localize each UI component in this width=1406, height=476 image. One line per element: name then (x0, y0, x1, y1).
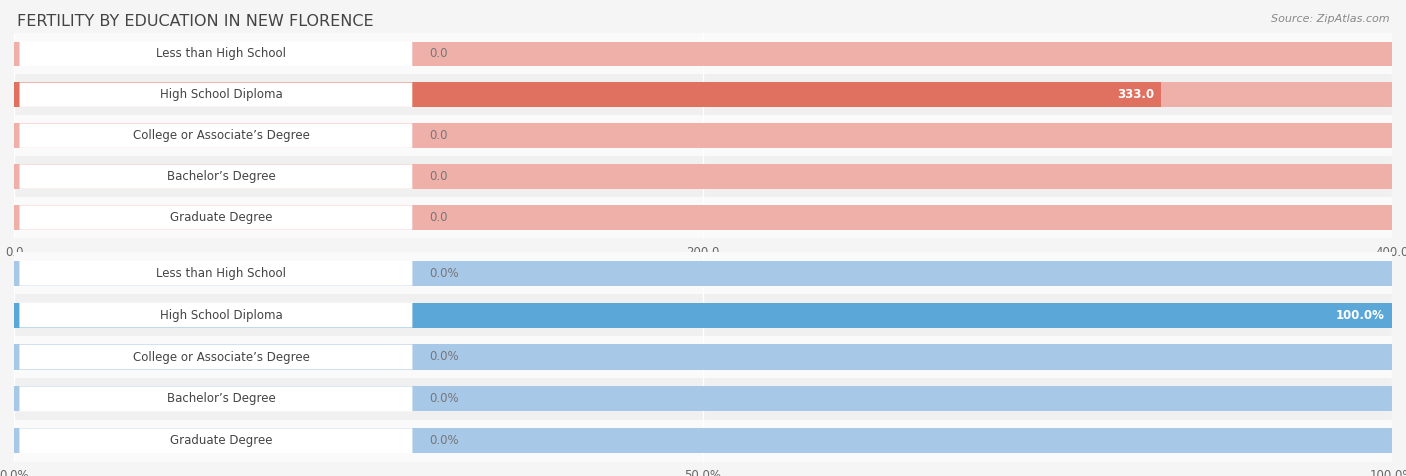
Text: Less than High School: Less than High School (156, 47, 287, 60)
Text: Graduate Degree: Graduate Degree (170, 434, 273, 447)
Bar (14, 428, 1392, 453)
Bar (14, 74, 1392, 115)
Text: College or Associate’s Degree: College or Associate’s Degree (134, 350, 309, 364)
Bar (14, 82, 1161, 107)
Bar (14, 41, 1392, 66)
Text: High School Diploma: High School Diploma (160, 308, 283, 322)
FancyBboxPatch shape (20, 123, 412, 148)
FancyBboxPatch shape (20, 428, 412, 453)
Bar (14, 205, 1392, 230)
Bar (14, 336, 1392, 378)
Text: FERTILITY BY EDUCATION IN NEW FLORENCE: FERTILITY BY EDUCATION IN NEW FLORENCE (17, 14, 374, 30)
FancyBboxPatch shape (20, 82, 412, 107)
Bar (14, 387, 1392, 411)
Text: High School Diploma: High School Diploma (160, 88, 283, 101)
Bar (14, 123, 1392, 148)
Bar (14, 378, 1392, 420)
Text: 0.0%: 0.0% (429, 392, 458, 406)
Bar (14, 41, 1392, 66)
FancyBboxPatch shape (20, 261, 412, 286)
Text: 0.0%: 0.0% (429, 267, 458, 280)
Bar (14, 164, 1392, 189)
Bar (14, 345, 1392, 369)
Bar (14, 387, 1392, 411)
Text: 0.0%: 0.0% (429, 350, 458, 364)
Bar (14, 197, 1392, 238)
Bar (14, 123, 1392, 148)
Bar (14, 115, 1392, 156)
Bar (14, 33, 1392, 74)
FancyBboxPatch shape (20, 164, 412, 189)
Bar (14, 164, 1392, 189)
Text: 0.0: 0.0 (429, 129, 447, 142)
Bar (14, 261, 1392, 286)
Bar (14, 345, 1392, 369)
Bar (14, 303, 1392, 327)
Text: 0.0%: 0.0% (429, 434, 458, 447)
FancyBboxPatch shape (20, 387, 412, 411)
Text: College or Associate’s Degree: College or Associate’s Degree (134, 129, 309, 142)
Bar (14, 205, 1392, 230)
FancyBboxPatch shape (20, 41, 412, 66)
Text: 333.0: 333.0 (1118, 88, 1154, 101)
Text: Bachelor’s Degree: Bachelor’s Degree (167, 392, 276, 406)
Bar (14, 420, 1392, 462)
FancyBboxPatch shape (20, 303, 412, 327)
Text: Less than High School: Less than High School (156, 267, 287, 280)
Text: 0.0: 0.0 (429, 170, 447, 183)
Text: Source: ZipAtlas.com: Source: ZipAtlas.com (1271, 14, 1389, 24)
Bar (14, 156, 1392, 197)
Bar (14, 252, 1392, 294)
Bar (14, 82, 1392, 107)
Bar (14, 294, 1392, 336)
Bar (14, 261, 1392, 286)
FancyBboxPatch shape (20, 205, 412, 230)
Bar (14, 428, 1392, 453)
Text: 100.0%: 100.0% (1336, 308, 1385, 322)
Text: Bachelor’s Degree: Bachelor’s Degree (167, 170, 276, 183)
Text: 0.0: 0.0 (429, 47, 447, 60)
Text: Graduate Degree: Graduate Degree (170, 211, 273, 224)
FancyBboxPatch shape (20, 345, 412, 369)
Bar (14, 303, 1392, 327)
Bar (14, 303, 1392, 327)
Bar (14, 82, 1392, 107)
Text: 0.0: 0.0 (429, 211, 447, 224)
